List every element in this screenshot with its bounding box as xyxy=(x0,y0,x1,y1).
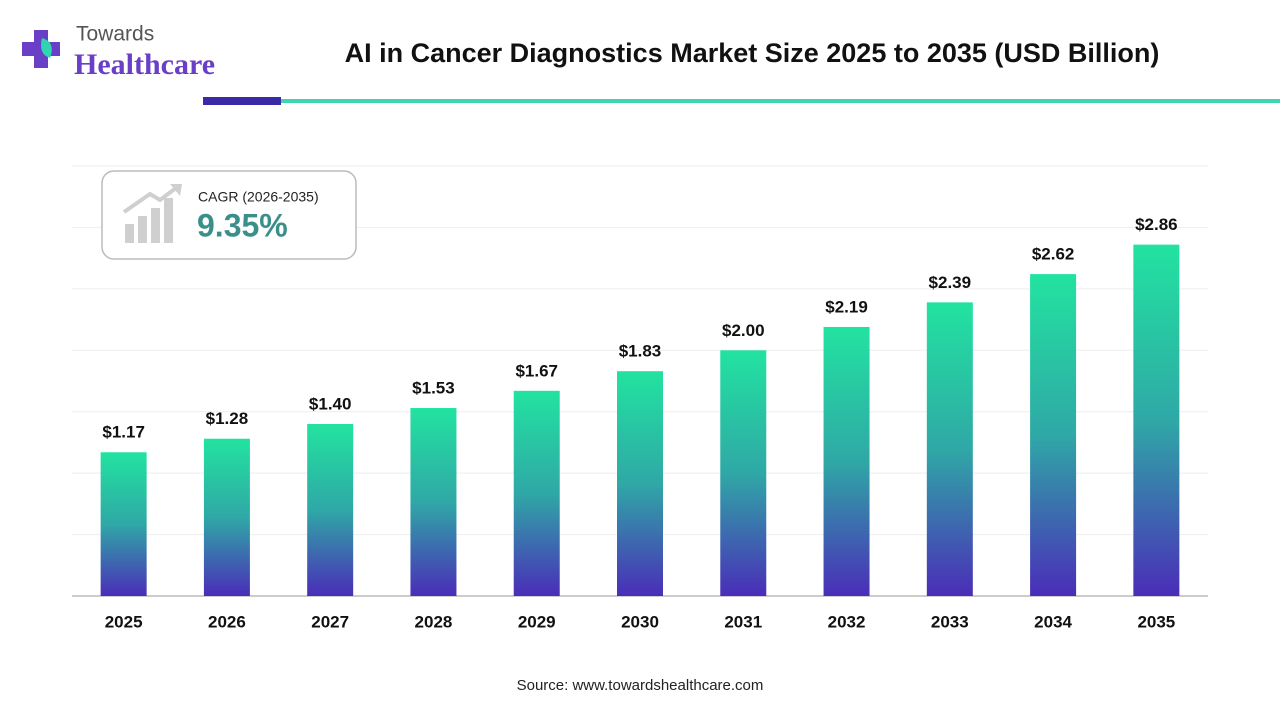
chart-title: AI in Cancer Diagnostics Market Size 202… xyxy=(345,38,1160,68)
cagr-value: 9.35% xyxy=(197,207,288,243)
value-label: $2.19 xyxy=(825,297,868,316)
value-label: $2.00 xyxy=(722,321,765,340)
x-tick-label: 2032 xyxy=(828,612,866,631)
logo-leaf xyxy=(41,38,52,58)
logo-cross xyxy=(22,30,60,68)
source: Source: www.towardshealthcare.com xyxy=(517,677,764,694)
bar xyxy=(720,350,767,596)
x-tick-label: 2026 xyxy=(208,612,246,631)
bar xyxy=(307,424,354,596)
bar xyxy=(926,302,973,596)
value-label: $1.67 xyxy=(515,361,558,380)
x-tick-label: 2029 xyxy=(518,612,556,631)
x-tick-label: 2025 xyxy=(105,612,143,631)
x-tick-label: 2035 xyxy=(1137,612,1175,631)
logo-text: Healthcare xyxy=(74,48,215,81)
bar xyxy=(823,326,870,596)
header-rule xyxy=(281,99,1280,103)
value-label: $2.86 xyxy=(1135,215,1178,234)
bar xyxy=(410,408,457,596)
x-tick-label: 2028 xyxy=(415,612,453,631)
value-label: $2.39 xyxy=(929,273,972,292)
value-label: $1.17 xyxy=(102,423,145,442)
x-tick-label: 2031 xyxy=(724,612,762,631)
value-label: $2.62 xyxy=(1032,245,1075,264)
x-tick-label: 2027 xyxy=(311,612,349,631)
header-rule xyxy=(203,97,281,105)
logo-text: Towards xyxy=(76,23,154,46)
cagr-label: CAGR (2026-2035) xyxy=(198,189,319,205)
bar xyxy=(1030,274,1077,596)
x-tick-label: 2033 xyxy=(931,612,969,631)
value-label: $1.83 xyxy=(619,342,662,361)
bar xyxy=(617,371,663,596)
value-label: $1.28 xyxy=(206,409,249,428)
value-label: $1.40 xyxy=(309,394,352,413)
bar xyxy=(203,438,250,596)
bar xyxy=(513,390,560,596)
bar xyxy=(100,452,147,596)
logo: Towards Healthcare xyxy=(22,23,215,81)
cagr-box: CAGR (2026-2035) 9.35% xyxy=(101,170,357,260)
x-tick-label: 2034 xyxy=(1034,612,1072,631)
bar xyxy=(1133,244,1180,596)
x-tick-label: 2030 xyxy=(621,612,659,631)
value-label: $1.53 xyxy=(412,379,455,398)
bars: 2025 $1.17 2026 $1.28 2027 $1.40 2028 $1.53 2029… xyxy=(100,215,1180,631)
cagr-icon xyxy=(122,184,182,243)
